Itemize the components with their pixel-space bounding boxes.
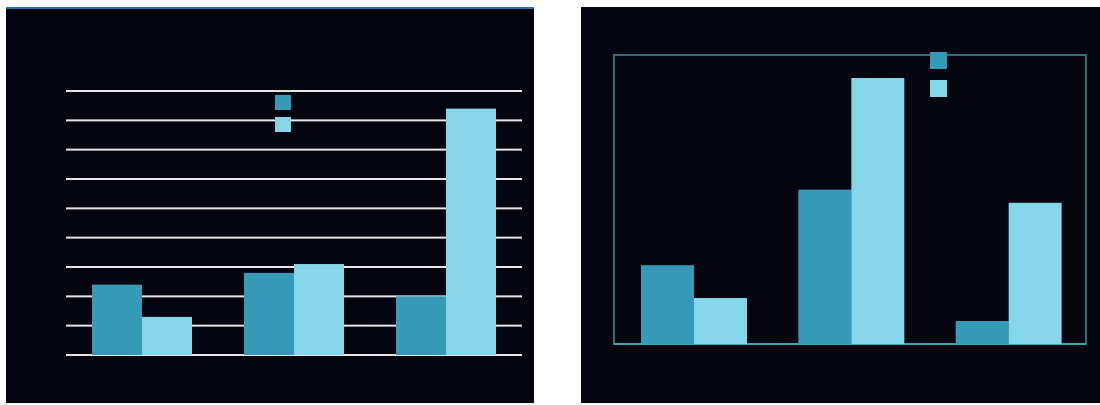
left-chart-panel <box>6 7 534 403</box>
legend-swatch-series1 <box>275 95 291 110</box>
bar-series2-cat1 <box>142 316 192 355</box>
legend-swatch-series2 <box>275 117 291 132</box>
bar-series1-cat2 <box>244 272 294 355</box>
bar-series2-cat2 <box>294 264 344 355</box>
legend-swatch-series2 <box>930 80 947 97</box>
bar-series1-cat1 <box>92 284 142 355</box>
left-bar-chart <box>66 90 522 356</box>
right-chart-panel <box>581 7 1100 403</box>
bar-series1-cat1 <box>641 265 694 344</box>
bar-series1-cat3 <box>396 296 446 355</box>
bar-series1-cat3 <box>955 321 1009 344</box>
legend-swatch-series1 <box>930 52 947 69</box>
bar-series1-cat2 <box>798 189 852 344</box>
right-bar-chart <box>613 52 1087 345</box>
bar-series2-cat2 <box>851 77 905 344</box>
bar-series2-cat3 <box>446 108 496 355</box>
bar-series2-cat3 <box>1008 202 1062 344</box>
bar-series2-cat1 <box>694 298 747 344</box>
